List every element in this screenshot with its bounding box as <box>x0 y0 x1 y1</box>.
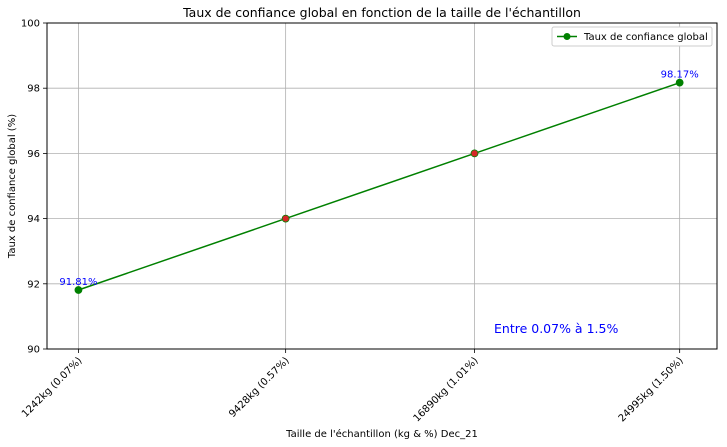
legend: Taux de confiance global <box>551 26 713 47</box>
legend-label: Taux de confiance global <box>583 32 708 43</box>
y-axis-label: Taux de confiance global (%) <box>7 114 18 259</box>
plot-area <box>46 22 718 350</box>
x-tick-label: 9428kg (0.57%) <box>227 355 292 420</box>
x-axis: 1242kg (0.07%) 9428kg (0.57%) 16890kg (1.0… <box>20 349 686 424</box>
data-point <box>470 149 479 158</box>
annotation-text: Entre 0.07% à 1.5% <box>494 321 618 336</box>
y-tick-label: 100 <box>21 19 40 30</box>
x-tick-label: 1242kg (0.07%) <box>20 355 85 420</box>
data-point <box>281 214 290 223</box>
legend-box <box>551 26 713 47</box>
y-tick-label: 96 <box>27 149 40 160</box>
data-label: 98.17% <box>661 70 699 81</box>
x-tick-label: 24995kg (1.50%) <box>617 355 686 424</box>
series-line <box>78 81 680 291</box>
legend-marker-swatch <box>563 33 571 40</box>
y-tick-label: 94 <box>27 214 40 225</box>
data-point <box>74 286 83 294</box>
y-axis: 90 92 94 96 98 100 <box>21 19 47 356</box>
data-label: 91.81% <box>59 277 97 288</box>
series-group: 91.81% 98.17% <box>59 70 699 294</box>
y-tick-label: 92 <box>27 279 40 290</box>
chart-title: Taux de confiance global en fonction de … <box>182 5 581 20</box>
y-tick-label: 90 <box>27 345 40 356</box>
y-tick-label: 98 <box>27 84 40 95</box>
x-axis-label: Taille de l'échantillon (kg & %) Dec_21 <box>285 428 478 440</box>
x-tick-label: 16890kg (1.01%) <box>412 355 481 424</box>
data-point <box>675 78 684 87</box>
